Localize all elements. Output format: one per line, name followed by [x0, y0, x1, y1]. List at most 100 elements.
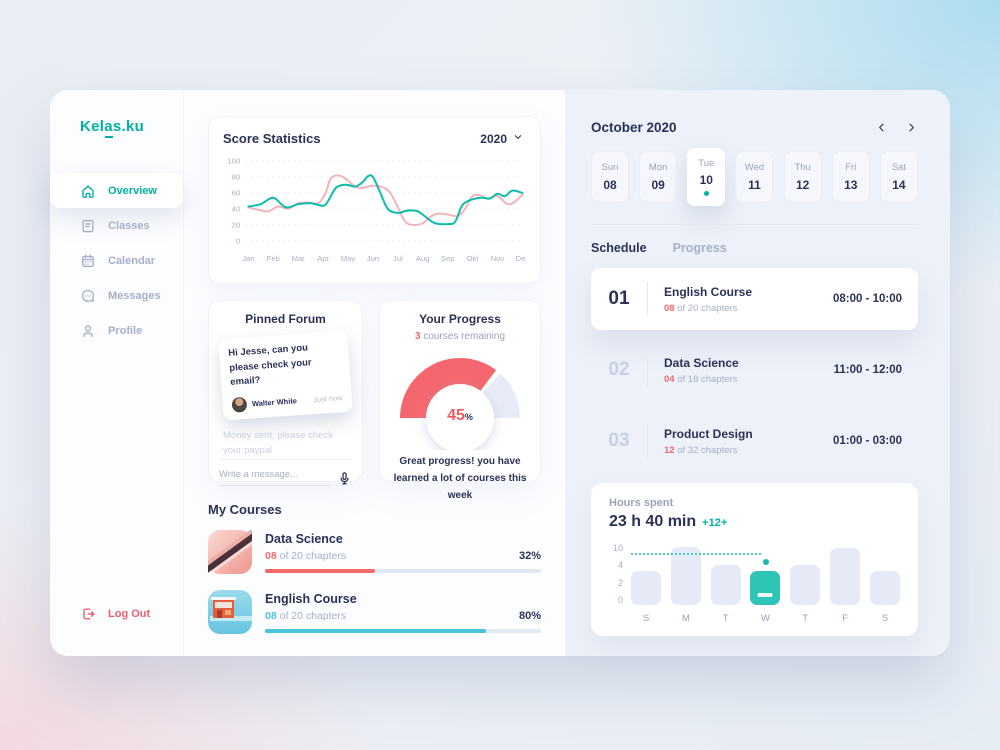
forum-older-message: Money sent, please check your paypal [223, 430, 333, 457]
schedule-item-chapters: 12 of 32 chapters [664, 444, 738, 456]
course-thumbnail-beach [208, 590, 252, 634]
course-subrow: 08 of 20 chapters 80% [265, 610, 541, 622]
progress-gauge-label: 45% [447, 407, 473, 425]
schedule-item-divider [647, 424, 648, 458]
course-info: Data Science 08 of 20 chapters 32% [265, 532, 541, 573]
hours-total: 23 h 40 min [609, 513, 697, 530]
hours-bars [631, 543, 900, 605]
course-row-data-science[interactable]: Data Science 08 of 20 chapters 32% [200, 528, 541, 577]
course-chapters: 08 of 20 chapters [265, 549, 347, 562]
calendar-day-11[interactable]: Wed 11 [735, 151, 774, 203]
schedule-item-01[interactable]: 01 English Course 08 of 20 chapters 08:00 -… [591, 268, 918, 330]
calendar-month-label: October 2020 [591, 120, 677, 135]
your-progress-card: Your Progress 3 courses remaining 45% Gr… [379, 300, 541, 501]
schedule-item-divider [647, 353, 648, 387]
day-number: 10 [699, 173, 713, 187]
year-dropdown-value: 2020 [480, 131, 507, 146]
schedule-item-03[interactable]: 03 Product Design 12 of 32 chapters 01:00 -… [591, 410, 918, 472]
my-courses-list: Data Science 08 of 20 chapters 32% English … [200, 528, 541, 634]
hours-spent-card: Hours spent 23 h 40 min +12+ 10 4 2 0 S M T W T F… [591, 483, 918, 636]
course-percent: 32% [518, 549, 541, 562]
progress-value: 45 [447, 407, 465, 424]
year-dropdown[interactable]: 2020 [478, 129, 526, 148]
calendar-day-09[interactable]: Mon 09 [639, 151, 678, 203]
microphone-icon[interactable] [337, 471, 352, 486]
svg-text:Apr: Apr [317, 254, 329, 263]
courses-remaining: 3 courses remaining [390, 331, 530, 342]
sidebar-item-classes[interactable]: Classes [50, 208, 183, 243]
course-row-english-course[interactable]: English Course 08 of 20 chapters 80% [208, 590, 541, 634]
day-name: Mon [648, 162, 668, 173]
hours-y-axis: 10 4 2 0 [609, 543, 623, 605]
tab-progress[interactable]: Progress [672, 241, 727, 255]
logout-button[interactable]: Log Out [50, 606, 183, 622]
day-number: 13 [844, 178, 858, 192]
progress-unit: % [464, 412, 473, 422]
sidebar-item-profile[interactable]: Profile [50, 313, 183, 348]
svg-text:100: 100 [227, 157, 240, 166]
cards-row: Pinned Forum Hi Jesse, can you please ch… [208, 300, 541, 501]
calendar-next-button[interactable] [904, 121, 918, 135]
score-line-chart: 0 20 40 60 80 100 Jan Feb Mar Apr May Jun Jul Aug Sep O… [227, 157, 529, 263]
hours-target-dot [762, 559, 769, 565]
svg-text:Feb: Feb [267, 254, 280, 263]
hours-bar-2-t [710, 565, 741, 605]
messages-icon [80, 288, 96, 304]
hours-bar-0-s [631, 571, 661, 605]
schedule-item-time: 08:00 - 10:00 [832, 293, 902, 305]
app-logo: Kelas.ku [80, 118, 183, 138]
score-statistics-card: Score Statistics 2020 0 20 40 60 80 100 Jan Feb… [208, 116, 541, 284]
hours-x-label-5: F [842, 613, 849, 624]
calendar-day-12[interactable]: Thu 12 [783, 151, 822, 203]
schedule-item-time: 01:00 - 03:00 [832, 435, 902, 447]
forum-author: Walter White [251, 396, 298, 409]
logout-label: Log Out [108, 608, 151, 620]
schedule-item-index: 02 [608, 359, 630, 380]
sidebar: Kelas.ku Overview Classes Calendar Messages… [50, 90, 184, 656]
hours-spent-label: Hours spent [609, 497, 674, 509]
tab-schedule[interactable]: Schedule [591, 241, 647, 255]
day-name: Wed [744, 162, 765, 173]
logout-icon [80, 606, 96, 622]
schedule-item-done: 12 [664, 444, 675, 456]
svg-text:Aug: Aug [416, 254, 430, 263]
svg-text:Jul: Jul [393, 254, 403, 263]
course-chapters: 08 of 20 chapters [265, 609, 347, 622]
calendar-day-10[interactable]: Tue 10 [687, 148, 726, 206]
hours-target-line [631, 553, 761, 556]
schedule-item-divider [647, 282, 648, 316]
day-name: Sun [601, 162, 619, 173]
logo-underline [105, 136, 113, 138]
calendar-day-08[interactable]: Sun 08 [591, 151, 629, 203]
day-name: Fri [845, 162, 857, 173]
schedule-item-title: English Course [664, 284, 753, 299]
score-card-header: Score Statistics 2020 [223, 129, 526, 148]
right-panel: October 2020 Sun 08 Mon 09 Tue 10 Wed 11 Thu 12 Fr… [565, 90, 950, 656]
sidebar-item-label: Messages [108, 289, 161, 302]
message-input[interactable]: Write a message... [219, 458, 352, 486]
forum-message-text: Hi Jesse, can you please check your emai… [227, 342, 312, 389]
hours-bar-6-s [869, 571, 900, 605]
sidebar-item-messages[interactable]: Messages [50, 278, 183, 313]
calendar-day-13[interactable]: Fri 13 [831, 151, 870, 203]
sidebar-item-label: Calendar [108, 254, 156, 267]
schedule-item-chapters: 08 of 20 chapters [664, 302, 738, 314]
forum-message-card[interactable]: Hi Jesse, can you please check your emai… [218, 330, 353, 421]
hours-y-tick: 4 [617, 560, 623, 571]
sidebar-item-calendar[interactable]: Calendar [50, 243, 183, 278]
svg-text:0: 0 [236, 237, 240, 246]
hours-bar-1-m [670, 547, 701, 605]
calendar-icon [80, 253, 96, 269]
sidebar-item-overview[interactable]: Overview [50, 173, 183, 208]
course-progress-track [265, 628, 541, 633]
schedule-item-done: 04 [664, 373, 675, 385]
calendar-day-14[interactable]: Sat 14 [879, 151, 918, 203]
calendar-prev-button[interactable] [874, 121, 888, 135]
svg-text:60: 60 [232, 189, 241, 198]
day-number: 12 [795, 178, 810, 192]
panel-divider [591, 224, 918, 225]
progress-gauge: 45% [390, 346, 530, 452]
main-column: Score Statistics 2020 0 20 40 60 80 100 Jan Feb… [184, 90, 565, 656]
schedule-item-02[interactable]: 02 Data Science 04 of 18 chapters 11:00 - 1… [591, 339, 918, 401]
